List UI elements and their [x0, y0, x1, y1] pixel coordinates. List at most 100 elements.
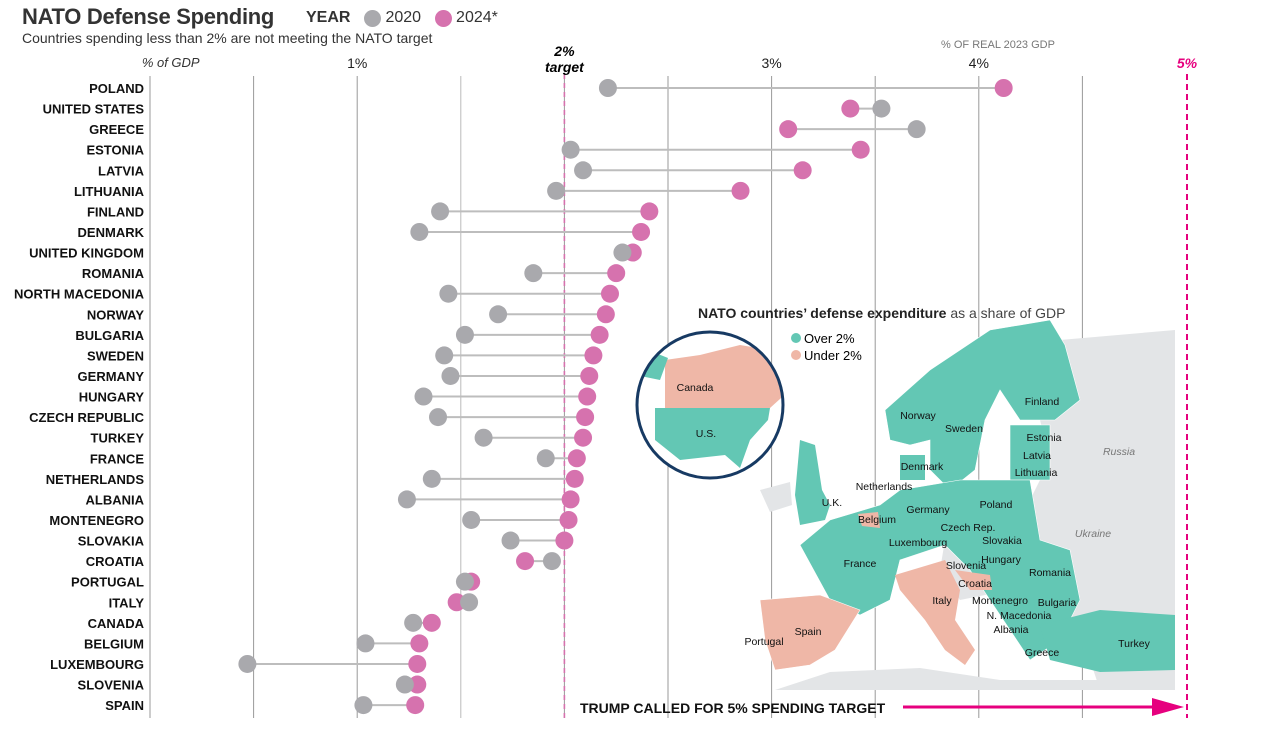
dot-2020	[422, 469, 441, 488]
country-label: GERMANY	[78, 369, 145, 384]
dot-2024	[408, 654, 427, 673]
map-label-portugal: Portugal	[744, 636, 783, 648]
dot-2020	[547, 181, 566, 200]
row-estonia: ESTONIA	[86, 140, 870, 159]
legend-label: YEAR	[306, 9, 351, 26]
legend-text-2024: 2024*	[456, 9, 498, 26]
dot-2024	[567, 449, 586, 468]
row-albania: ALBANIA	[86, 490, 580, 509]
row-norway: NORWAY	[87, 305, 615, 324]
country-label: POLAND	[89, 81, 144, 96]
dot-2024	[731, 181, 750, 200]
dot-2020	[435, 346, 454, 365]
row-greece: GREECE	[89, 120, 926, 139]
map-label-finland: Finland	[1025, 396, 1060, 408]
dot-2024	[408, 675, 427, 694]
row-romania: ROMANIA	[82, 264, 626, 283]
map-legend-under-swatch	[791, 350, 801, 360]
dot-2024	[406, 696, 425, 715]
map-label-turkey: Turkey	[1118, 638, 1150, 650]
map-label-bulgaria: Bulgaria	[1038, 597, 1077, 609]
tick-label: 1%	[347, 55, 367, 71]
map-label-italy: Italy	[932, 595, 952, 607]
country-label: CANADA	[88, 616, 145, 631]
country-label: LITHUANIA	[74, 184, 145, 199]
dot-2020	[536, 449, 555, 468]
map-label-croatia: Croatia	[958, 578, 992, 590]
map-label-russia: Russia	[1103, 446, 1135, 458]
map-label-norway: Norway	[900, 410, 936, 422]
map-label-france: France	[844, 558, 877, 570]
map-label-nmacedonia: N. Macedonia	[987, 610, 1052, 622]
dot-2020	[474, 428, 493, 447]
country-label: FRANCE	[90, 451, 144, 466]
map-label-belgium: Belgium	[858, 514, 896, 526]
country-label: ITALY	[109, 595, 145, 610]
inset-circle	[635, 330, 785, 480]
row-portugal: PORTUGAL	[71, 572, 481, 591]
map-label-sweden: Sweden	[945, 423, 983, 435]
dot-2020	[872, 99, 891, 118]
trump-target-label: 5%	[1177, 55, 1198, 71]
row-luxembourg: LUXEMBOURG	[50, 654, 427, 673]
legend-item-2024: 2024*	[435, 9, 498, 27]
row-montenegro: MONTENEGRO	[49, 510, 578, 529]
dot-2020	[598, 79, 617, 97]
row-czech-republic: CZECH REPUBLIC	[29, 408, 595, 427]
country-label: ROMANIA	[82, 266, 145, 281]
row-denmark: DENMARK	[78, 222, 651, 241]
map-label-romania: Romania	[1029, 567, 1071, 579]
axis-unit-label: % of GDP	[142, 55, 200, 70]
row-lithuania: LITHUANIA	[74, 181, 750, 200]
map-label-uk: U.K.	[822, 497, 842, 509]
row-netherlands: NETHERLANDS	[46, 469, 584, 488]
map-legend-over: Over 2%	[804, 331, 855, 346]
dot-2020	[397, 490, 416, 509]
map-label-poland: Poland	[980, 499, 1013, 511]
dot-2020	[410, 222, 429, 241]
dot-2024	[422, 613, 441, 632]
country-label: GREECE	[89, 122, 144, 137]
map-label-estonia: Estonia	[1026, 432, 1061, 444]
dot-2024	[516, 552, 535, 571]
country-label: TURKEY	[91, 431, 145, 446]
croatia-shape	[955, 570, 992, 590]
row-france: FRANCE	[90, 449, 586, 468]
dot-2020	[489, 305, 508, 324]
dot-2020	[441, 366, 460, 385]
dot-2024	[555, 531, 574, 550]
country-label: CZECH REPUBLIC	[29, 410, 144, 425]
country-label: ALBANIA	[86, 492, 145, 507]
legend-swatch-2024	[435, 9, 453, 27]
axis-top-right-label: % OF REAL 2023 GDP	[941, 39, 1055, 51]
dot-2020	[455, 325, 474, 344]
map-legend-under: Under 2%	[804, 348, 862, 363]
row-turkey: TURKEY	[91, 428, 593, 447]
map-label-germany: Germany	[906, 504, 950, 516]
dot-2020	[431, 202, 450, 221]
country-label: HUNGARY	[79, 390, 145, 405]
country-label: LATVIA	[98, 163, 145, 178]
dot-2024	[851, 140, 870, 159]
country-label: LUXEMBOURG	[50, 657, 144, 672]
country-label: SWEDEN	[87, 348, 144, 363]
row-poland: POLAND	[89, 79, 1013, 97]
map-label-slovakia: Slovakia	[982, 535, 1022, 547]
dot-2024	[632, 222, 651, 241]
denmark-shape	[900, 455, 925, 480]
country-label: BULGARIA	[75, 328, 144, 343]
row-united-kingdom: UNITED KINGDOM	[29, 243, 642, 262]
dot-2024	[578, 387, 597, 406]
country-label: DENMARK	[78, 225, 145, 240]
dot-2024	[574, 428, 593, 447]
map-label-netherlands: Netherlands	[856, 481, 913, 493]
legend-item-2020: 2020	[364, 9, 421, 27]
map-label-slovenia: Slovenia	[946, 560, 986, 572]
row-united-states: UNITED STATES	[43, 99, 891, 118]
target-label-value: 2%	[553, 43, 575, 59]
target-label-text: target	[545, 59, 585, 75]
dot-2024	[640, 202, 659, 221]
row-slovenia: SLOVENIA	[78, 675, 427, 694]
dot-2024	[561, 490, 580, 509]
map-label-ukraine: Ukraine	[1075, 528, 1111, 540]
